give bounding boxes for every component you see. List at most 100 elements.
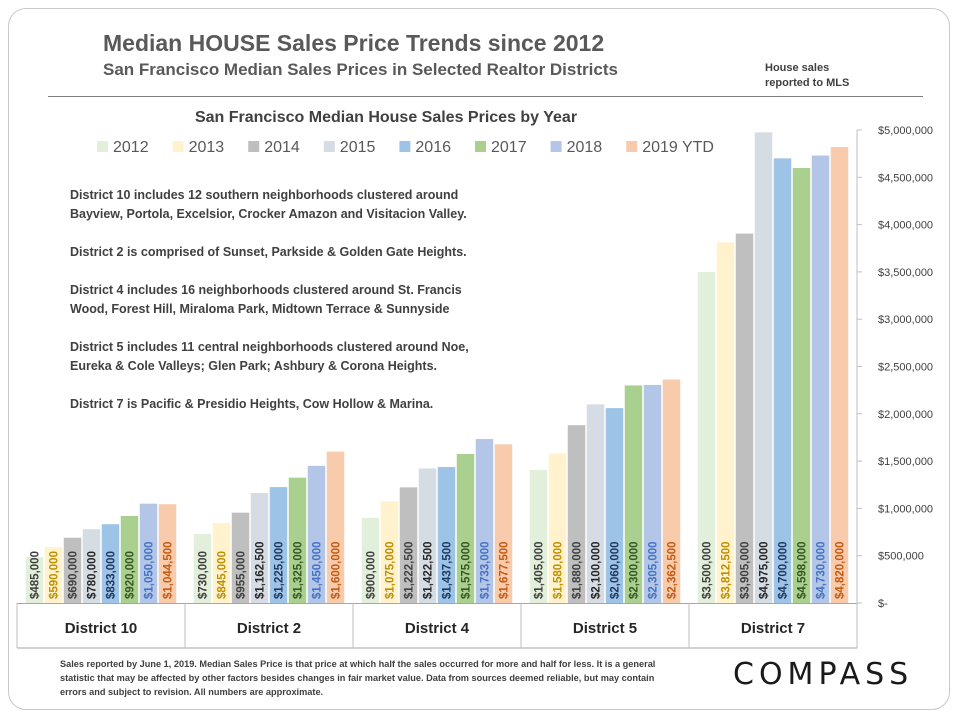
bar-label-4-4: $4,700,000 — [778, 541, 790, 599]
bar-label-0-1: $590,000 — [49, 551, 61, 599]
legend-swatch-2 — [248, 141, 260, 152]
bar-label-0-5: $920,000 — [125, 551, 137, 599]
bar-0-0 — [25, 557, 44, 603]
bar-label-0-0: $485,000 — [30, 551, 42, 599]
category-label-1: District 2 — [237, 620, 301, 637]
note-3-line-0: District 5 includes 11 central neighborh… — [70, 340, 469, 354]
note-2-line-1: Wood, Forest Hill, Miraloma Park, Midtow… — [70, 302, 450, 316]
legend-swatch-4 — [399, 141, 411, 152]
compass-logo: COMPASS — [733, 657, 914, 692]
bar-label-0-6: $1,050,000 — [144, 541, 156, 599]
bar-0-6 — [139, 503, 158, 603]
y-tick-label-2: $1,000,000 — [878, 503, 933, 515]
bar-label-3-2: $1,880,000 — [572, 541, 584, 599]
bar-2-1 — [380, 501, 399, 603]
bar-0-5 — [120, 515, 139, 603]
y-tick-label-6: $3,000,000 — [878, 314, 933, 326]
legend-label-4: 2016 — [415, 139, 451, 156]
bar-label-4-6: $4,730,000 — [816, 541, 828, 599]
bar-label-4-3: $4,975,000 — [759, 541, 771, 599]
legend-label-1: 2013 — [189, 139, 225, 156]
bar-label-4-7: $4,820,000 — [835, 541, 847, 599]
legend-label-0: 2012 — [113, 139, 149, 156]
bar-label-3-3: $2,100,000 — [591, 541, 603, 599]
note-0-line-1: Bayview, Portola, Excelsior, Crocker Ama… — [70, 207, 467, 221]
bar-4-2 — [735, 233, 754, 603]
page-title: Median HOUSE Sales Price Trends since 20… — [103, 30, 605, 56]
bar-0-4 — [101, 524, 120, 603]
bar-2-3 — [418, 468, 437, 603]
bar-1-5 — [288, 477, 307, 603]
footnote: Sales reported by June 1, 2019. Median S… — [60, 659, 656, 697]
bar-2-4 — [437, 467, 456, 603]
bar-label-0-4: $833,000 — [106, 551, 118, 599]
y-tick-label-9: $4,500,000 — [878, 172, 933, 184]
bar-label-2-5: $1,575,000 — [461, 541, 473, 599]
bar-1-3 — [250, 493, 269, 603]
bar-label-2-0: $900,000 — [366, 551, 378, 599]
bar-3-1 — [548, 453, 567, 603]
legend-label-3: 2015 — [340, 139, 376, 156]
legend-label-5: 2017 — [491, 139, 527, 156]
bar-3-5 — [624, 385, 643, 603]
bar-label-2-6: $1,733,000 — [480, 541, 492, 599]
bar-label-1-6: $1,450,000 — [312, 541, 324, 599]
bar-label-4-1: $3,812,500 — [721, 541, 733, 599]
note-3-line-1: Eureka & Cole Valleys; Glen Park; Ashbur… — [70, 359, 437, 373]
bar-label-1-7: $1,600,000 — [331, 541, 343, 599]
bar-label-3-7: $2,362,500 — [667, 541, 679, 599]
category-label-4: District 7 — [741, 620, 805, 637]
note-2-line-0: District 4 includes 16 neighborhoods clu… — [70, 283, 462, 297]
bar-label-0-7: $1,044,500 — [163, 541, 175, 599]
page-subtitle: San Francisco Median Sales Prices in Sel… — [103, 60, 618, 79]
bar-2-0 — [361, 517, 380, 603]
bar-3-7 — [662, 379, 681, 603]
bar-2-5 — [456, 454, 475, 603]
category-label-0: District 10 — [65, 620, 138, 637]
bar-4-5 — [792, 168, 811, 603]
bar-label-1-2: $955,000 — [236, 551, 248, 599]
bar-label-4-2: $3,905,000 — [740, 541, 752, 599]
bar-label-2-1: $1,075,000 — [385, 541, 397, 599]
y-tick-label-7: $3,500,000 — [878, 267, 933, 279]
y-tick-label-0: $- — [878, 598, 888, 610]
bar-2-6 — [475, 439, 494, 603]
bar-3-6 — [643, 384, 662, 603]
bar-0-1 — [44, 547, 63, 603]
bar-1-4 — [269, 487, 288, 603]
legend-swatch-6 — [550, 141, 562, 152]
legend-swatch-3 — [323, 141, 335, 152]
header-divider — [48, 96, 923, 97]
bar-4-6 — [811, 155, 830, 604]
bar-2-2 — [399, 487, 418, 603]
bar-label-0-3: $780,000 — [87, 551, 99, 599]
legend-label-6: 2018 — [567, 139, 603, 156]
bar-1-1 — [212, 523, 231, 603]
bar-label-3-1: $1,580,000 — [553, 541, 565, 599]
bar-4-7 — [830, 147, 849, 603]
bar-label-1-3: $1,162,500 — [255, 541, 267, 599]
bar-4-1 — [716, 242, 735, 603]
legend-label-7: 2019 YTD — [642, 139, 714, 156]
bar-label-3-5: $2,300,000 — [629, 541, 641, 599]
bar-label-1-4: $1,225,000 — [274, 541, 286, 599]
legend-swatch-1 — [172, 141, 184, 152]
mls-note: House sales reported to MLS — [765, 61, 875, 91]
bar-1-0 — [193, 533, 212, 603]
bar-1-7 — [326, 451, 345, 603]
bar-label-2-7: $1,677,500 — [499, 541, 511, 599]
bar-1-2 — [231, 512, 250, 603]
bar-3-3 — [586, 404, 605, 603]
chart-title: San Francisco Median House Sales Prices … — [195, 109, 577, 126]
bar-0-2 — [63, 537, 82, 603]
bar-label-4-0: $3,500,000 — [702, 541, 714, 599]
bar-label-1-1: $845,000 — [217, 551, 229, 599]
bar-3-2 — [567, 425, 586, 603]
y-tick-label-4: $2,000,000 — [878, 409, 933, 421]
bar-label-3-0: $1,405,000 — [534, 541, 546, 599]
legend-swatch-5 — [475, 141, 486, 152]
y-tick-label-8: $4,000,000 — [878, 220, 933, 232]
bar-0-7 — [158, 504, 177, 603]
mls-note-line-1: House sales — [765, 62, 830, 74]
